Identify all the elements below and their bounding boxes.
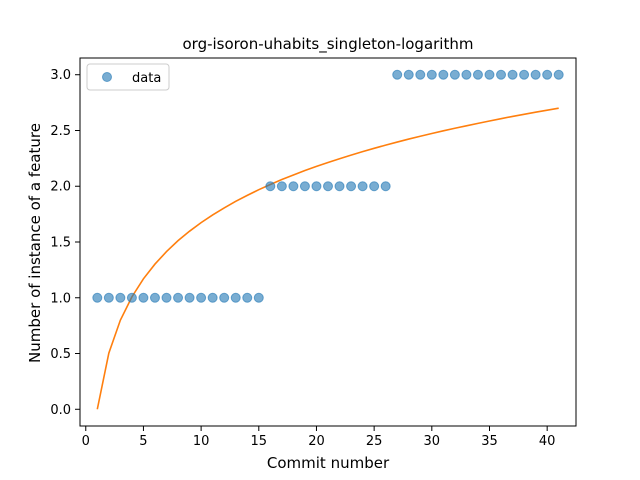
x-tick-label: 10 [193, 434, 210, 449]
data-point [184, 292, 195, 303]
data-point [519, 69, 530, 80]
data-point [334, 181, 345, 192]
data-point [380, 181, 391, 192]
data-point [242, 292, 253, 303]
x-axis-ticks: 0 5 10 15 20 25 30 35 40 [82, 426, 556, 449]
data-point [196, 292, 207, 303]
y-tick-label: 0.5 [50, 347, 71, 362]
data-point [126, 292, 137, 303]
x-tick-label: 35 [481, 434, 498, 449]
data-point [426, 69, 437, 80]
x-tick-label: 25 [366, 434, 383, 449]
data-point [472, 69, 483, 80]
data-point [403, 69, 414, 80]
data-point [253, 292, 264, 303]
data-point [299, 181, 310, 192]
x-tick-label: 5 [139, 434, 147, 449]
data-point [438, 69, 449, 80]
data-point [276, 181, 287, 192]
data-point [553, 69, 564, 80]
data-point [311, 181, 322, 192]
data-point [392, 69, 403, 80]
data-point [230, 292, 241, 303]
data-point [530, 69, 541, 80]
data-point [161, 292, 172, 303]
data-point [288, 181, 299, 192]
y-tick-label: 1.5 [50, 236, 71, 251]
legend-label-data: data [132, 71, 161, 86]
x-tick-label: 30 [424, 434, 441, 449]
y-tick-label: 2.5 [50, 124, 71, 139]
y-axis-ticks: 0.0 0.5 1.0 1.5 2.0 2.5 3.0 [50, 68, 80, 418]
data-point [357, 181, 368, 192]
data-point [484, 69, 495, 80]
data-point [323, 181, 333, 192]
chart-title: org-isoron-uhabits_singleton-logarithm [183, 35, 474, 54]
x-tick-label: 20 [308, 434, 325, 449]
data-point [207, 292, 218, 303]
data-point [265, 181, 276, 192]
data-point [173, 292, 184, 303]
data-point [507, 69, 518, 80]
data-point [115, 292, 126, 303]
data-point [92, 292, 103, 303]
data-point [542, 69, 553, 80]
data-point [346, 181, 357, 192]
data-point [369, 181, 380, 192]
data-point [149, 292, 160, 303]
x-axis-label: Commit number [267, 454, 390, 472]
y-tick-label: 2.0 [50, 180, 71, 195]
legend: data [86, 63, 170, 91]
data-point [461, 69, 472, 80]
data-point [138, 292, 149, 303]
y-tick-label: 0.0 [50, 403, 71, 418]
data-point [415, 69, 426, 80]
y-axis-label: Number of instance of a feature [26, 123, 44, 363]
x-tick-label: 0 [82, 434, 90, 449]
data-scatter-series [92, 69, 564, 303]
fit-line [96, 107, 559, 410]
legend-marker-data [102, 72, 112, 82]
x-tick-label: 40 [539, 434, 556, 449]
data-point [449, 69, 460, 80]
x-tick-label: 15 [251, 434, 268, 449]
data-point [496, 69, 507, 80]
legend-box [86, 63, 170, 91]
y-tick-label: 3.0 [50, 68, 71, 83]
fit-line-series [96, 107, 559, 410]
data-point [219, 292, 230, 303]
data-point [103, 292, 114, 303]
y-tick-label: 1.0 [50, 291, 71, 306]
